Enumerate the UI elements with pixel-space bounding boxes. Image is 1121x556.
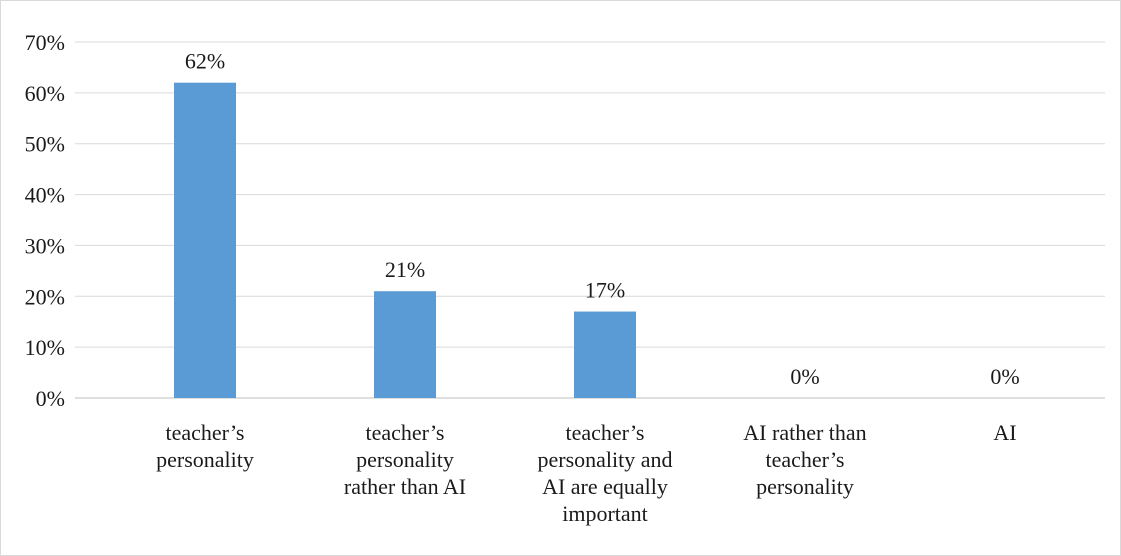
y-tick-label: 0% <box>36 386 65 411</box>
data-label: 21% <box>385 257 425 282</box>
y-tick-label: 60% <box>25 81 65 106</box>
data-label: 0% <box>990 364 1019 389</box>
y-tick-label: 20% <box>25 284 65 309</box>
data-label: 62% <box>185 49 225 74</box>
bar <box>574 311 636 398</box>
data-label: 0% <box>790 364 819 389</box>
y-tick-label: 70% <box>25 30 65 55</box>
x-tick-label: teacher’s personality and AI are equally im… <box>537 420 672 526</box>
x-tick-label: AI <box>993 420 1016 445</box>
bar <box>174 82 236 398</box>
data-label: 17% <box>585 278 625 303</box>
bar <box>374 291 436 398</box>
y-tick-label: 30% <box>25 233 65 258</box>
y-tick-label: 10% <box>25 335 65 360</box>
x-tick-label: AI rather than teacher’s personality <box>743 420 866 499</box>
y-tick-label: 40% <box>25 183 65 208</box>
y-tick-label: 50% <box>25 132 65 157</box>
x-tick-label: teacher’s personality <box>156 420 254 472</box>
x-tick-label: teacher’s personality rather than AI <box>344 420 466 499</box>
